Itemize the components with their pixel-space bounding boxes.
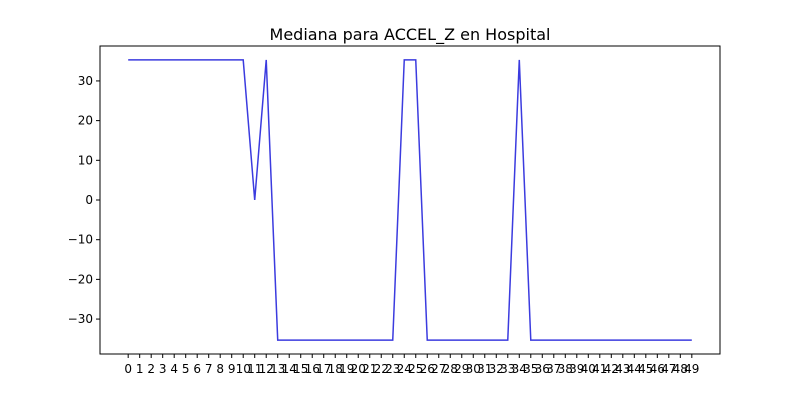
y-axis: 30 20 10 0 −10 −20 −30: [68, 74, 100, 326]
x-tick-label: 38: [558, 362, 573, 376]
x-tick-label: 15: [293, 362, 308, 376]
x-tick-label: 19: [339, 362, 354, 376]
x-tick-label: 30: [466, 362, 481, 376]
series-line: [128, 59, 692, 341]
x-tick-label: 41: [592, 362, 607, 376]
x-tick-label: 11: [247, 362, 262, 376]
x-tick-label: 17: [316, 362, 331, 376]
y-tick-label: −20: [68, 272, 93, 286]
x-tick-label: 9: [228, 362, 236, 376]
x-tick-label: 2: [147, 362, 155, 376]
x-tick-label: 18: [328, 362, 343, 376]
x-tick-label: 28: [443, 362, 458, 376]
x-tick-label: 39: [569, 362, 584, 376]
x-tick-label: 43: [615, 362, 630, 376]
x-tick-label: 0: [124, 362, 132, 376]
x-tick-label: 10: [236, 362, 251, 376]
x-tick-label: 27: [431, 362, 446, 376]
y-tick-label: 0: [85, 193, 93, 207]
y-tick-label: 20: [78, 114, 93, 128]
y-tick-label: −10: [68, 233, 93, 247]
x-tick-label: 26: [420, 362, 435, 376]
x-tick-label: 5: [182, 362, 190, 376]
x-tick-label: 29: [454, 362, 469, 376]
x-tick-label: 48: [673, 362, 688, 376]
x-tick-label: 1: [136, 362, 144, 376]
x-tick-label: 37: [546, 362, 561, 376]
x-tick-label: 21: [362, 362, 377, 376]
x-tick-label: 46: [650, 362, 665, 376]
x-tick-label: 14: [282, 362, 297, 376]
x-tick-label: 24: [397, 362, 412, 376]
x-tick-label: 23: [385, 362, 400, 376]
x-tick-label: 45: [638, 362, 653, 376]
x-tick-label: 35: [523, 362, 538, 376]
x-tick-label: 12: [259, 362, 274, 376]
x-tick-label: 32: [489, 362, 504, 376]
x-tick-label: 4: [170, 362, 178, 376]
x-tick-label: 16: [305, 362, 320, 376]
x-tick-label: 6: [193, 362, 201, 376]
x-tick-label: 36: [535, 362, 550, 376]
x-tick-label: 7: [205, 362, 213, 376]
plot-frame: [99, 45, 721, 355]
x-tick-label: 47: [661, 362, 676, 376]
x-tick-label: 3: [159, 362, 167, 376]
y-tick-label: 10: [78, 153, 93, 167]
y-tick-label: −30: [68, 312, 93, 326]
x-tick-label: 40: [581, 362, 596, 376]
x-tick-label: 42: [604, 362, 619, 376]
y-tick-label: 30: [78, 74, 93, 88]
x-tick-label: 13: [270, 362, 285, 376]
x-tick-label: 31: [477, 362, 492, 376]
x-tick-label: 33: [500, 362, 515, 376]
x-tick-label: 44: [627, 362, 642, 376]
x-tick-label: 49: [684, 362, 699, 376]
x-tick-label: 34: [512, 362, 527, 376]
x-tick-label: 22: [374, 362, 389, 376]
x-axis: 0 1 2 3 4 5 6 7 8 9 101112131415161718192021222324…: [124, 354, 699, 376]
chart-title: Mediana para ACCEL_Z en Hospital: [270, 25, 551, 45]
x-tick-label: 25: [408, 362, 423, 376]
x-tick-label: 8: [216, 362, 224, 376]
x-tick-label: 20: [351, 362, 366, 376]
